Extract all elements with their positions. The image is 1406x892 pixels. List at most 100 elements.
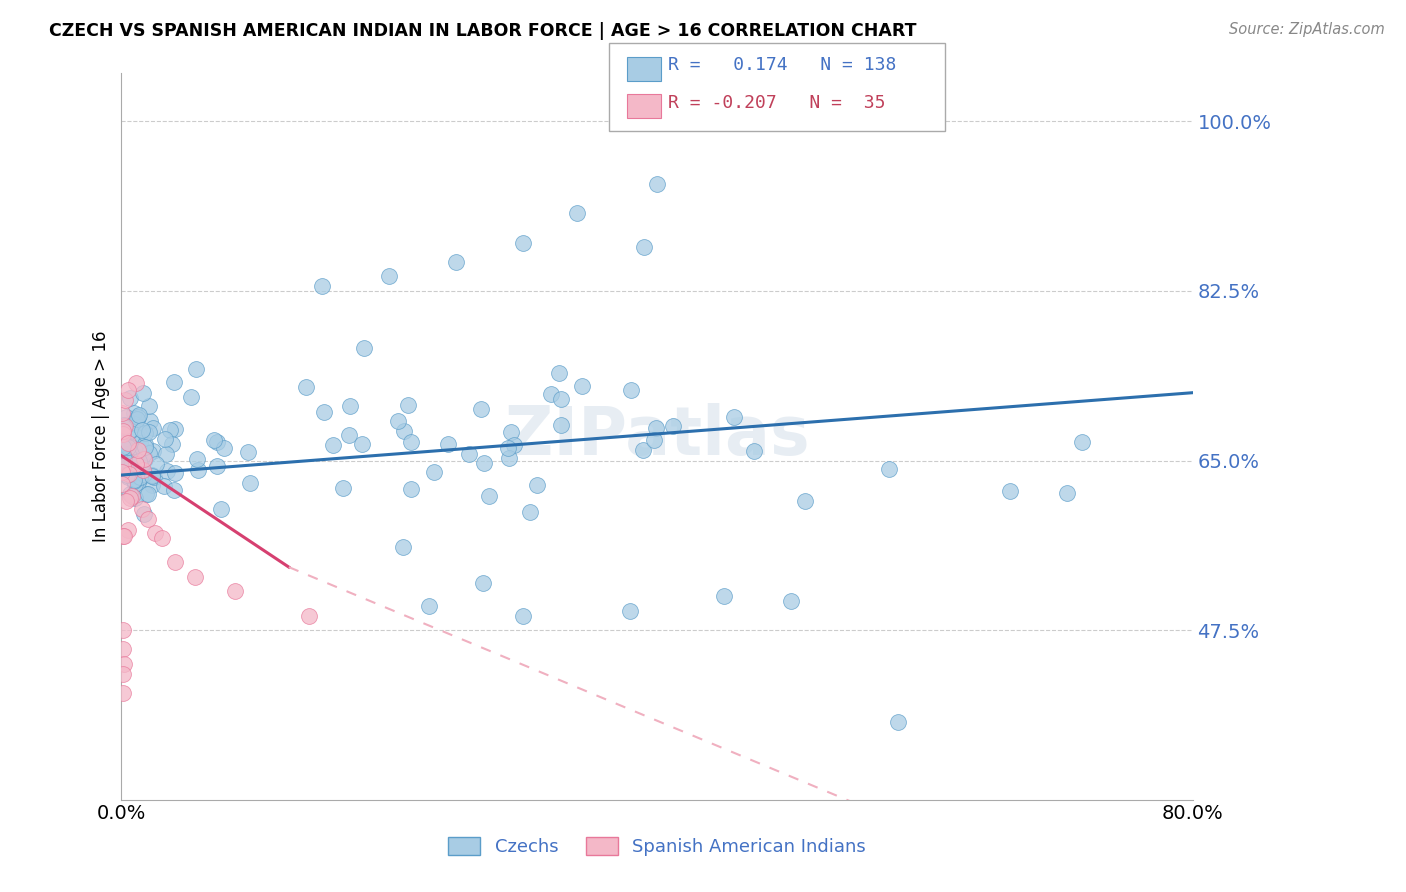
Point bbox=[205, 434, 228, 449]
Point bbox=[124, 450, 146, 465]
Point bbox=[111, 623, 134, 637]
Point bbox=[128, 436, 150, 450]
Point bbox=[478, 490, 501, 504]
Point bbox=[887, 715, 910, 730]
Point bbox=[121, 459, 143, 474]
Point bbox=[112, 419, 135, 434]
Point bbox=[224, 584, 246, 599]
Point bbox=[139, 414, 162, 428]
Point bbox=[437, 436, 460, 450]
Point bbox=[127, 430, 149, 444]
Point bbox=[112, 417, 135, 432]
Point bbox=[124, 444, 146, 458]
Point bbox=[111, 406, 134, 420]
Point bbox=[153, 433, 176, 447]
Point bbox=[391, 540, 413, 554]
Point bbox=[212, 441, 235, 455]
Point bbox=[134, 452, 156, 467]
Point bbox=[571, 379, 593, 393]
Point bbox=[998, 484, 1021, 499]
Point bbox=[723, 410, 745, 425]
Point bbox=[186, 452, 208, 467]
Point bbox=[339, 399, 361, 413]
Point bbox=[418, 599, 440, 613]
Point bbox=[159, 424, 181, 438]
Point bbox=[322, 438, 344, 452]
Point bbox=[236, 445, 259, 459]
Point bbox=[160, 437, 183, 451]
Point bbox=[128, 454, 150, 468]
Point bbox=[124, 462, 146, 476]
Point bbox=[136, 487, 159, 501]
Point bbox=[165, 421, 187, 435]
Point bbox=[205, 458, 228, 473]
Point bbox=[124, 474, 146, 488]
Point bbox=[117, 523, 139, 537]
Point bbox=[298, 608, 321, 623]
Point bbox=[387, 414, 409, 428]
Point bbox=[127, 475, 149, 489]
Point bbox=[134, 507, 156, 521]
Point bbox=[114, 494, 136, 508]
Point bbox=[120, 440, 142, 454]
Point bbox=[496, 441, 519, 455]
Point bbox=[120, 487, 142, 501]
Point bbox=[470, 401, 492, 416]
Point bbox=[112, 452, 135, 467]
Point bbox=[138, 425, 160, 440]
Point bbox=[877, 462, 900, 476]
Point bbox=[125, 457, 148, 471]
Point bbox=[111, 440, 134, 454]
Text: Source: ZipAtlas.com: Source: ZipAtlas.com bbox=[1229, 22, 1385, 37]
Point bbox=[662, 419, 685, 434]
Point bbox=[643, 433, 665, 447]
Point bbox=[458, 447, 481, 461]
Point bbox=[135, 487, 157, 501]
Point bbox=[112, 449, 135, 463]
Point bbox=[1070, 435, 1092, 450]
Point bbox=[124, 417, 146, 431]
Point bbox=[118, 467, 141, 481]
Point bbox=[162, 483, 184, 497]
Point bbox=[111, 453, 134, 467]
Point bbox=[526, 478, 548, 492]
Point bbox=[152, 479, 174, 493]
Point bbox=[120, 491, 142, 505]
Point bbox=[115, 468, 138, 483]
Text: R =   0.174   N = 138: R = 0.174 N = 138 bbox=[668, 56, 896, 74]
Point bbox=[134, 426, 156, 441]
Point bbox=[112, 666, 135, 681]
Point bbox=[780, 104, 803, 119]
Point bbox=[352, 437, 374, 451]
Point bbox=[131, 423, 153, 437]
Point bbox=[550, 392, 572, 406]
Point bbox=[122, 453, 145, 467]
Point bbox=[565, 206, 588, 220]
Point bbox=[143, 526, 166, 541]
Point bbox=[134, 467, 156, 482]
Point bbox=[120, 467, 142, 481]
Point bbox=[117, 384, 139, 398]
Point bbox=[115, 434, 138, 449]
Point bbox=[121, 455, 143, 469]
Point bbox=[132, 463, 155, 477]
Point bbox=[163, 555, 186, 569]
Point bbox=[114, 418, 136, 433]
Point bbox=[156, 464, 179, 478]
Point bbox=[114, 440, 136, 454]
Point bbox=[129, 455, 152, 469]
Y-axis label: In Labor Force | Age > 16: In Labor Force | Age > 16 bbox=[93, 331, 110, 542]
Point bbox=[312, 405, 335, 419]
Point bbox=[392, 424, 415, 438]
Point bbox=[472, 456, 495, 470]
Point bbox=[141, 469, 163, 483]
Point bbox=[502, 438, 524, 452]
Point bbox=[645, 421, 668, 435]
Point bbox=[184, 361, 207, 376]
Point bbox=[118, 423, 141, 437]
Point bbox=[127, 412, 149, 426]
Point bbox=[129, 470, 152, 484]
Point bbox=[202, 433, 225, 447]
Point bbox=[132, 452, 155, 467]
Point bbox=[124, 477, 146, 491]
